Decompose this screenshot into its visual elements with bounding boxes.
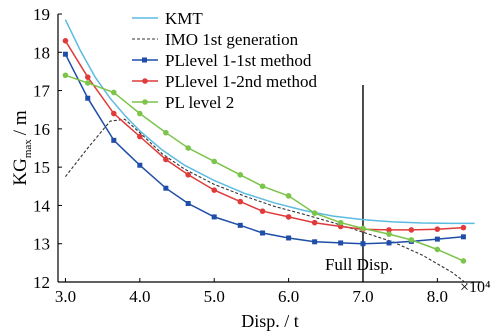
x-multiplier-label: ×10⁴ <box>460 279 491 296</box>
data-point <box>62 51 68 57</box>
data-point <box>211 214 217 220</box>
y-axis-label-sub: max <box>22 139 34 158</box>
data-point <box>434 226 441 232</box>
y-tick-label: 13 <box>33 235 50 254</box>
legend-label-1: IMO 1st generation <box>165 30 299 49</box>
data-point <box>110 89 117 96</box>
full-disp-annotation: Full Disp. <box>325 255 393 274</box>
data-point <box>285 193 292 199</box>
axes-text: 12 13 14 15 16 17 18 19 3.0 4.0 5.0 6.0 7.0 8.0 ×10⁴ Di… <box>10 5 491 331</box>
legend-marker-2 <box>142 57 147 63</box>
data-point <box>386 240 392 246</box>
y-tick-label: 15 <box>33 158 50 177</box>
legend-label-0: KMT <box>165 9 203 28</box>
legend-marker-4 <box>142 99 148 105</box>
series-line <box>64 19 475 225</box>
data-point <box>460 258 467 264</box>
data-point <box>185 145 191 151</box>
data-point <box>408 237 415 243</box>
x-tick-label: 3.0 <box>55 287 76 306</box>
y-tick-label: 14 <box>33 196 51 215</box>
data-point <box>386 231 392 237</box>
data-point <box>62 38 69 44</box>
data-point <box>84 80 91 86</box>
data-point <box>337 223 344 230</box>
data-point <box>408 227 415 233</box>
y-tick-label: 16 <box>33 120 50 139</box>
data-point <box>237 172 244 178</box>
data-point <box>337 219 344 226</box>
y-axis-label-unit: / m <box>10 110 31 135</box>
data-point <box>185 201 191 207</box>
data-point <box>137 162 143 168</box>
data-point <box>237 198 244 205</box>
data-point <box>260 230 266 236</box>
data-point <box>211 187 218 193</box>
data-point <box>434 236 440 242</box>
data-point <box>211 158 218 165</box>
data-point <box>163 185 169 191</box>
data-point <box>110 110 117 117</box>
legend-label-4: PL level 2 <box>165 93 234 112</box>
data-point <box>360 241 366 247</box>
legend-marker-3 <box>142 78 148 84</box>
data-point <box>386 227 392 233</box>
data-point <box>163 129 169 136</box>
data-point <box>460 224 467 231</box>
legend-label-2: PLlevel 1-1st method <box>165 51 312 70</box>
data-point <box>338 240 344 246</box>
data-point <box>111 137 117 143</box>
x-tick-label: 7.0 <box>352 287 373 306</box>
y-tick-label: 18 <box>33 43 50 62</box>
data-point <box>259 208 266 214</box>
series-0 <box>64 19 475 225</box>
series-line <box>64 118 468 285</box>
data-point <box>311 210 318 216</box>
x-tick-label: 8.0 <box>427 287 448 306</box>
data-point <box>163 156 169 163</box>
series-1 <box>64 118 468 285</box>
data-point <box>286 235 292 241</box>
y-axis-label: KGmax / m <box>10 110 34 185</box>
x-axis-label: Disp. / t <box>241 311 299 331</box>
data-point <box>85 95 91 101</box>
series-layer <box>62 19 475 285</box>
data-point <box>460 234 466 240</box>
data-point <box>137 110 143 117</box>
data-point <box>285 214 292 220</box>
data-point <box>311 219 318 226</box>
data-point <box>259 183 266 190</box>
data-point <box>360 225 366 232</box>
y-tick-label: 19 <box>33 5 50 24</box>
data-point <box>312 239 318 245</box>
series-4 <box>62 72 467 264</box>
data-point <box>84 74 91 80</box>
legend: KMT IMO 1st generation PLlevel 1-1st metho… <box>132 9 318 112</box>
y-axis-label-main: KG <box>10 158 31 186</box>
data-point <box>62 72 69 79</box>
data-point <box>237 222 243 228</box>
y-tick-label: 12 <box>33 273 50 292</box>
data-point <box>434 246 441 253</box>
plot-frame <box>57 13 482 283</box>
y-tick-label: 17 <box>33 82 51 101</box>
x-tick-label: 5.0 <box>204 287 225 306</box>
data-point <box>137 133 143 140</box>
legend-label-3: PLlevel 1-2nd method <box>165 72 318 91</box>
x-tick-label: 4.0 <box>129 287 150 306</box>
data-point <box>185 172 191 178</box>
x-tick-label: 6.0 <box>278 287 299 306</box>
